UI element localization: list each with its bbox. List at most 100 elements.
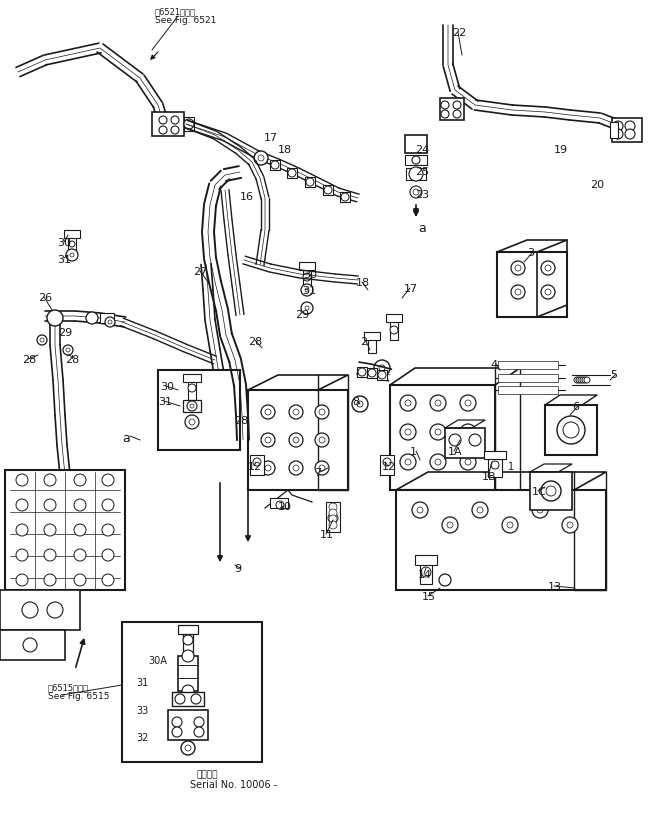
Bar <box>390 318 398 340</box>
Bar <box>488 455 502 477</box>
Circle shape <box>183 635 193 645</box>
Text: 9: 9 <box>234 564 241 574</box>
Bar <box>415 555 437 565</box>
Circle shape <box>102 524 114 536</box>
Bar <box>188 378 196 400</box>
Circle shape <box>368 369 376 377</box>
Circle shape <box>405 400 411 406</box>
Circle shape <box>293 465 299 471</box>
Circle shape <box>435 459 441 465</box>
Circle shape <box>16 549 28 561</box>
Circle shape <box>319 465 325 471</box>
Circle shape <box>410 186 422 198</box>
Circle shape <box>69 241 75 247</box>
Text: 1A: 1A <box>448 447 463 457</box>
Circle shape <box>435 400 441 406</box>
Circle shape <box>460 454 476 470</box>
Circle shape <box>625 129 635 139</box>
Bar <box>248 390 348 490</box>
Bar <box>323 185 333 195</box>
Circle shape <box>102 574 114 586</box>
Circle shape <box>400 424 416 440</box>
Circle shape <box>191 694 201 704</box>
Text: 20: 20 <box>590 180 604 190</box>
Text: 17: 17 <box>404 284 418 294</box>
Bar <box>183 630 193 656</box>
Text: 28: 28 <box>248 337 263 347</box>
Circle shape <box>383 458 391 466</box>
Circle shape <box>265 465 271 471</box>
Text: 8: 8 <box>352 397 359 407</box>
Bar <box>545 405 597 455</box>
Circle shape <box>557 416 585 444</box>
Circle shape <box>44 499 56 511</box>
Circle shape <box>449 434 461 446</box>
Circle shape <box>63 345 73 355</box>
Circle shape <box>187 401 197 411</box>
Circle shape <box>102 499 114 511</box>
Bar <box>152 112 184 136</box>
Circle shape <box>357 401 363 407</box>
Bar <box>299 262 315 270</box>
Circle shape <box>582 377 588 383</box>
Circle shape <box>305 306 309 310</box>
Bar <box>326 502 340 532</box>
Bar <box>183 374 201 382</box>
Circle shape <box>265 409 271 415</box>
Text: 6: 6 <box>572 402 579 412</box>
Circle shape <box>453 101 461 109</box>
Circle shape <box>44 474 56 486</box>
Bar <box>64 230 80 238</box>
Circle shape <box>328 513 338 523</box>
Circle shape <box>74 474 86 486</box>
Text: 11: 11 <box>320 530 334 540</box>
Text: 29: 29 <box>295 310 309 320</box>
Circle shape <box>159 116 167 124</box>
Circle shape <box>182 650 194 662</box>
Circle shape <box>258 155 264 161</box>
Text: 14: 14 <box>418 570 432 580</box>
Circle shape <box>293 437 299 443</box>
Circle shape <box>491 461 499 469</box>
Bar <box>377 370 387 380</box>
Circle shape <box>545 265 551 271</box>
Circle shape <box>194 717 204 727</box>
Bar <box>183 400 201 412</box>
Circle shape <box>412 156 420 164</box>
Circle shape <box>16 499 28 511</box>
Circle shape <box>421 567 431 577</box>
Circle shape <box>66 348 70 352</box>
Text: 17: 17 <box>264 133 278 143</box>
Circle shape <box>37 335 47 345</box>
Bar <box>270 160 280 170</box>
Circle shape <box>502 517 518 533</box>
Circle shape <box>417 507 423 513</box>
Circle shape <box>329 515 337 523</box>
Circle shape <box>567 522 573 528</box>
Text: 5: 5 <box>610 370 617 380</box>
Circle shape <box>305 288 309 292</box>
Circle shape <box>465 459 471 465</box>
Circle shape <box>430 395 446 411</box>
Circle shape <box>477 507 483 513</box>
Circle shape <box>315 461 329 475</box>
Text: 29: 29 <box>58 328 72 338</box>
Circle shape <box>271 161 279 169</box>
Circle shape <box>172 727 182 737</box>
Text: 7: 7 <box>314 468 321 478</box>
Circle shape <box>293 409 299 415</box>
Circle shape <box>171 116 179 124</box>
Text: 13: 13 <box>548 582 562 592</box>
Text: 1B: 1B <box>482 472 496 482</box>
Circle shape <box>265 437 271 443</box>
Circle shape <box>358 368 366 376</box>
Circle shape <box>541 285 555 299</box>
Bar <box>287 168 297 178</box>
Circle shape <box>74 574 86 586</box>
Text: 27: 27 <box>193 267 207 277</box>
Bar <box>178 656 198 691</box>
Circle shape <box>261 461 275 475</box>
Bar <box>357 367 367 377</box>
Text: 第6521図参照: 第6521図参照 <box>155 7 196 16</box>
Text: See Fig. 6521: See Fig. 6521 <box>155 16 216 25</box>
